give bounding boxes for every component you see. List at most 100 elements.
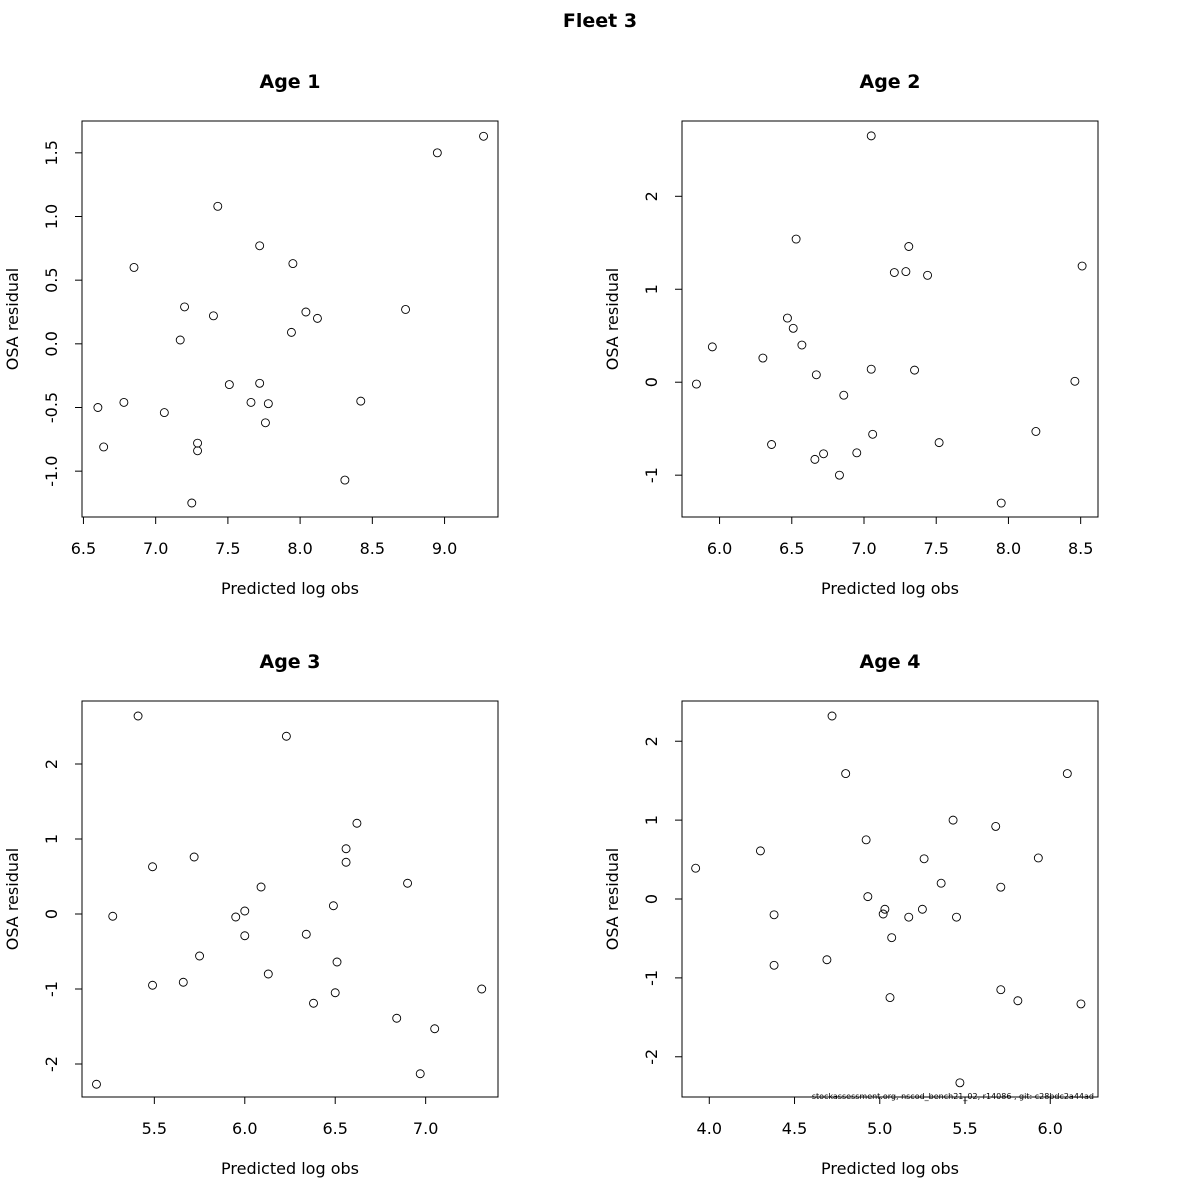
data-point: [208, 311, 218, 321]
data-point: [224, 380, 234, 390]
x-axis-label: Predicted log obs: [821, 579, 959, 598]
data-point: [1031, 427, 1041, 436]
data-point: [868, 429, 878, 439]
data-point: [340, 475, 350, 485]
x-tick-label: 4.5: [782, 1119, 807, 1138]
y-tick-label: 2: [642, 736, 661, 746]
x-tick-label: 8.0: [996, 539, 1021, 558]
data-point: [288, 259, 298, 269]
data-point: [281, 731, 291, 741]
x-tick-label: 6.5: [71, 539, 96, 558]
data-point: [99, 442, 109, 452]
data-point: [1062, 769, 1072, 779]
data-point: [133, 711, 143, 721]
y-tick-label: 0: [642, 377, 661, 387]
data-point: [880, 904, 890, 914]
data-point: [92, 1079, 101, 1089]
data-point: [755, 846, 765, 856]
data-point: [910, 365, 920, 375]
data-point: [936, 878, 946, 888]
data-point: [432, 148, 442, 158]
data-point: [175, 335, 185, 345]
data-point: [769, 960, 779, 970]
y-tick-label: 0: [42, 909, 61, 919]
x-tick-label: 6.0: [1038, 1119, 1063, 1138]
data-point: [477, 984, 487, 994]
data-point: [255, 378, 265, 388]
data-point: [178, 977, 188, 987]
y-tick-label: 0.5: [42, 267, 61, 292]
x-tick-label: 7.0: [413, 1119, 438, 1138]
data-point: [108, 911, 118, 921]
data-point: [991, 821, 1001, 831]
data-point: [904, 912, 914, 922]
y-tick-label: -1: [642, 970, 661, 986]
plot-box: [81, 700, 499, 1098]
data-point: [827, 711, 837, 721]
data-point: [889, 268, 899, 277]
data-point: [255, 241, 265, 251]
x-tick-label: 5.5: [142, 1119, 167, 1138]
data-point: [904, 242, 914, 251]
y-tick-label: -2: [42, 1056, 61, 1072]
data-point: [148, 980, 157, 990]
panel-4: Age 4 Predicted log obs OSA residual 4.0 4.5…: [603, 651, 1099, 1178]
data-point: [415, 1069, 425, 1079]
y-tick-label: -1: [642, 467, 661, 483]
y-tick-label: 1: [642, 815, 661, 825]
data-point: [187, 498, 197, 508]
data-point: [791, 234, 801, 244]
data-point: [769, 910, 779, 920]
x-tick-label: 8.5: [360, 539, 385, 558]
y-tick-label: 1: [42, 834, 61, 844]
data-point: [758, 353, 768, 363]
data-point: [919, 854, 929, 864]
data-point: [240, 931, 250, 941]
panel-title: Age 4: [859, 651, 920, 673]
data-point: [301, 307, 311, 317]
y-tick-label: 1.5: [42, 140, 61, 165]
x-axis-label: Predicted log obs: [221, 1159, 359, 1178]
data-point: [834, 470, 844, 480]
y-tick-label: -1: [42, 981, 61, 997]
data-point: [330, 988, 340, 998]
data-point: [996, 882, 1006, 892]
y-axis: -1 0 1 2: [642, 191, 683, 483]
y-axis: -1.0 -0.5 0.0 0.5 1.0 1.5: [42, 140, 83, 487]
y-tick-label: 0: [642, 894, 661, 904]
panel-3: Age 3 Predicted log obs OSA residual 5.5 6.0…: [3, 651, 499, 1178]
data-point: [403, 878, 413, 888]
data-point: [193, 438, 203, 448]
y-tick-label: 0.0: [42, 331, 61, 356]
data-point: [119, 397, 129, 407]
data-point: [917, 904, 927, 914]
x-axis: 6.5 7.0 7.5 8.0 8.5 9.0: [71, 516, 457, 558]
scatter-points: [92, 711, 487, 1089]
data-point: [866, 131, 876, 141]
x-tick-label: 7.5: [215, 539, 240, 558]
scatter-points: [691, 711, 1086, 1088]
data-point: [810, 454, 820, 464]
data-point: [952, 912, 961, 922]
data-point: [861, 835, 871, 845]
plot-box: [81, 120, 499, 518]
data-point: [887, 933, 897, 943]
data-point: [193, 446, 203, 456]
scatter-points: [691, 131, 1087, 508]
data-point: [1077, 261, 1087, 271]
x-tick-label: 7.0: [143, 539, 168, 558]
data-point: [309, 998, 318, 1008]
data-point: [863, 892, 873, 902]
data-point: [195, 951, 205, 961]
data-point: [312, 313, 322, 323]
data-point: [841, 769, 851, 779]
x-tick-label: 6.0: [707, 539, 732, 558]
data-point: [852, 448, 862, 458]
data-point: [129, 262, 139, 272]
x-tick-label: 4.0: [697, 1119, 722, 1138]
data-point: [885, 993, 895, 1003]
data-point: [180, 302, 190, 312]
panel-title: Age 1: [259, 71, 320, 93]
y-tick-label: -0.5: [42, 392, 61, 423]
